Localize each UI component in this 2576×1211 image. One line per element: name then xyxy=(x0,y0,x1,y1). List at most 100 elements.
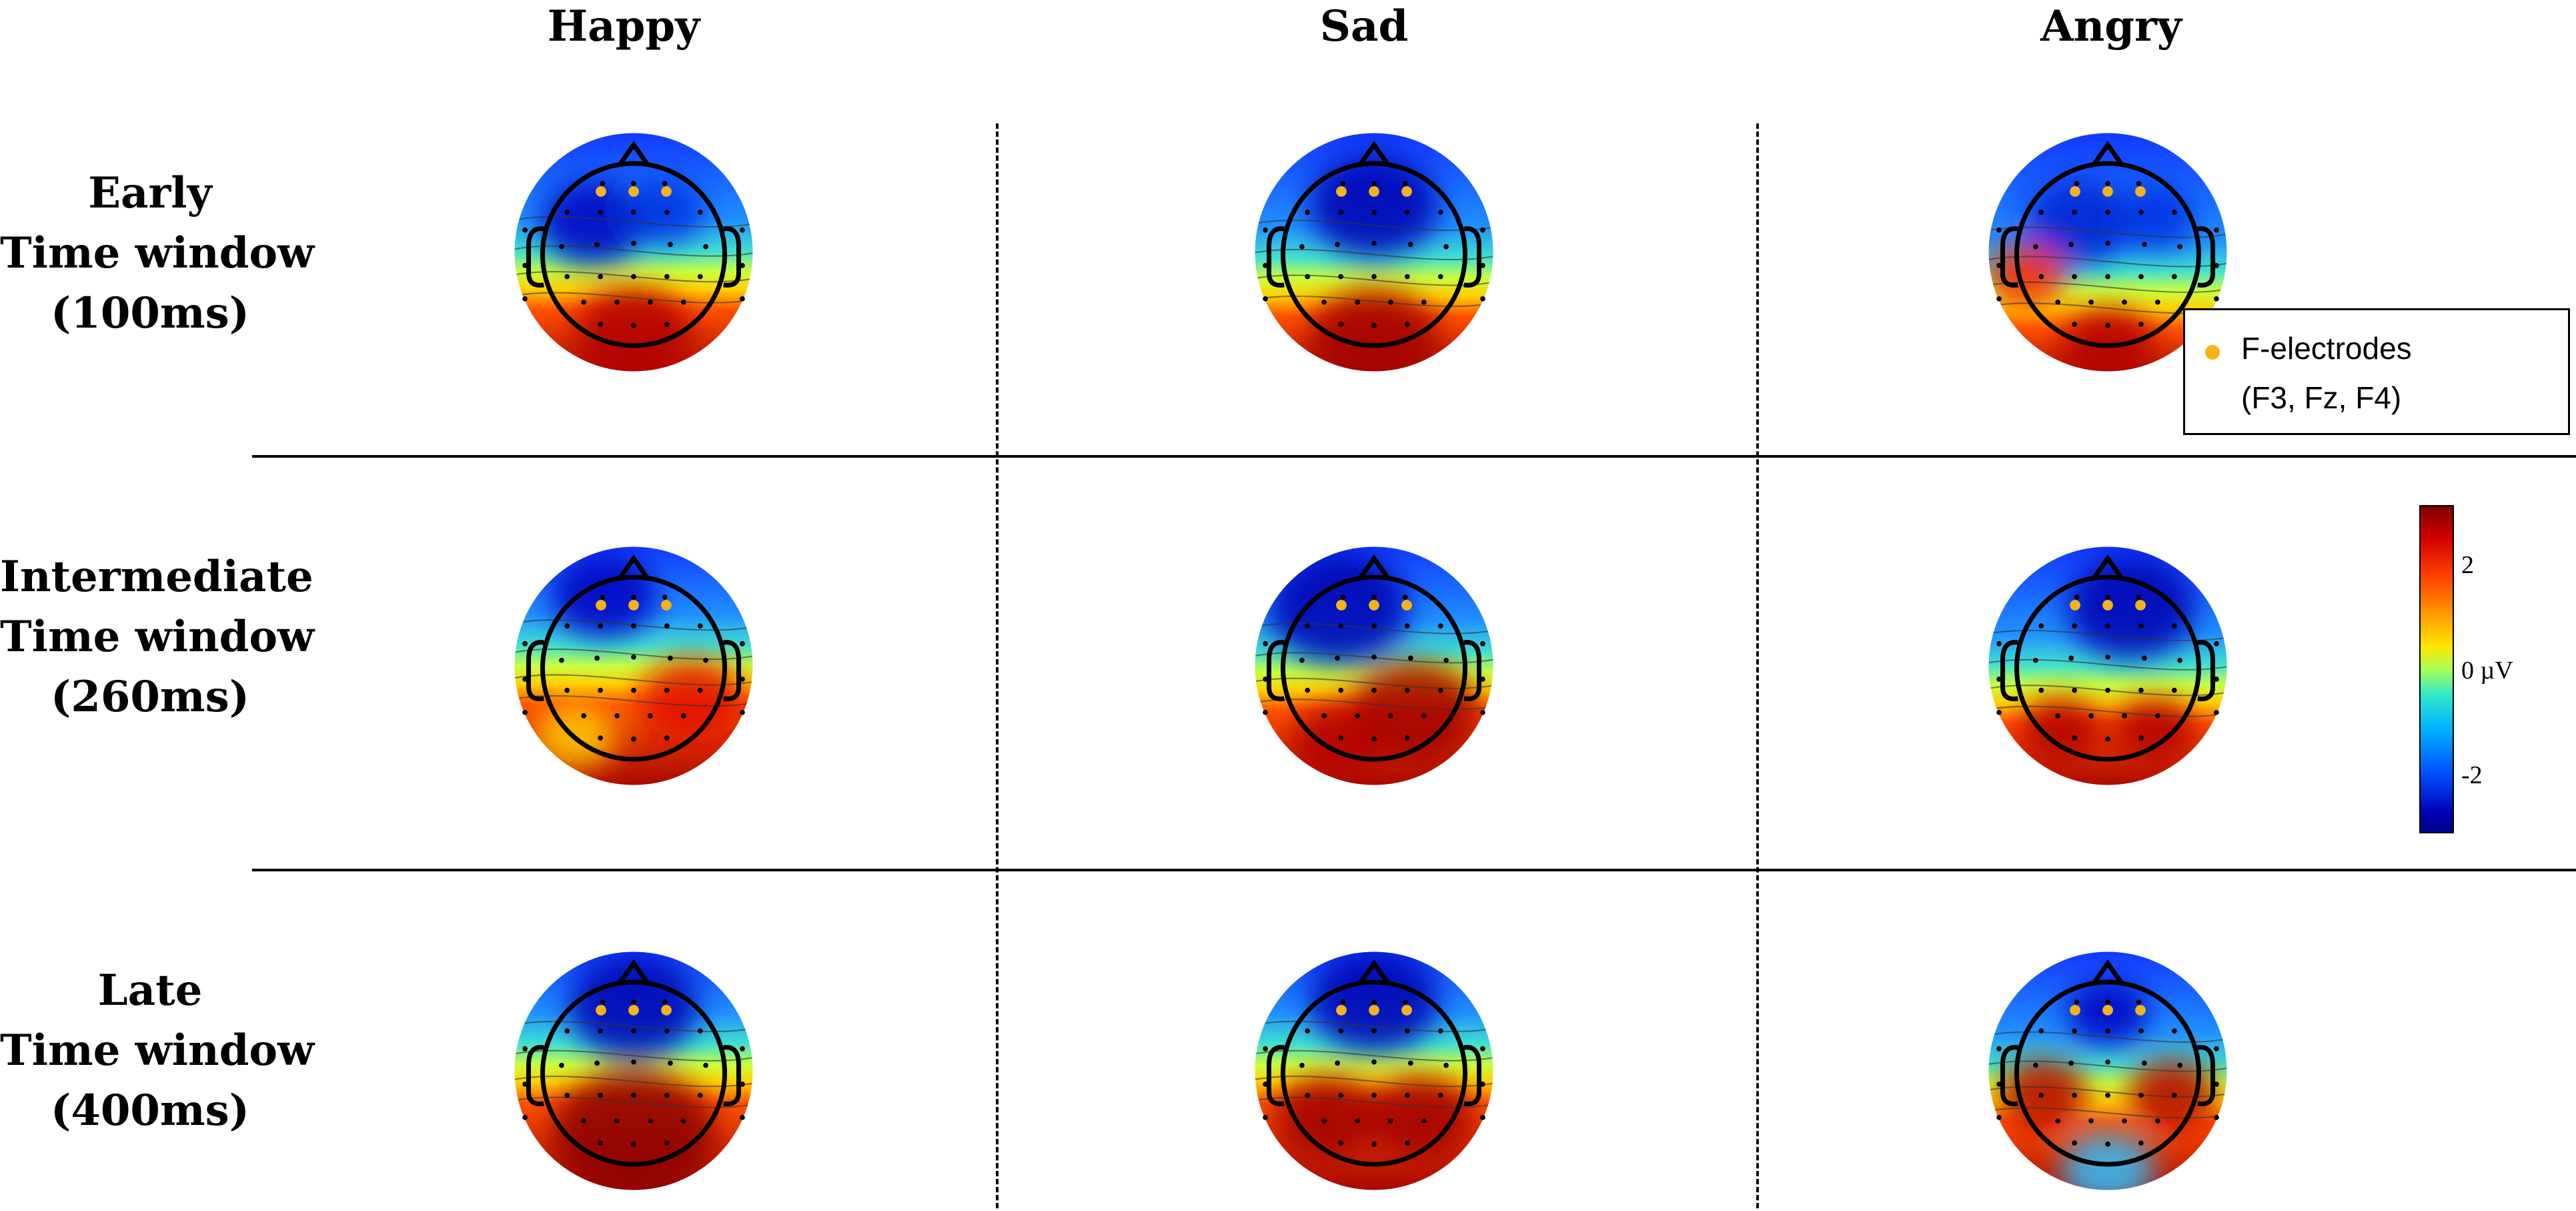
topomap-angry-2 xyxy=(1988,951,2227,1190)
legend: F-electrodes (F3, Fz, F4) xyxy=(2183,308,2570,435)
electrode-dot xyxy=(740,1046,745,1052)
electrode-dot xyxy=(522,263,528,268)
electrode-dot xyxy=(662,999,668,1005)
electrode-dot xyxy=(2214,227,2219,233)
electrode-dot xyxy=(1437,1092,1443,1098)
electrode-dot xyxy=(2138,322,2144,327)
electrode-dot xyxy=(559,657,564,663)
f-electrode-dot xyxy=(2070,600,2080,611)
electrode-dot xyxy=(2105,623,2110,629)
electrode-dot xyxy=(1405,1092,1410,1098)
electrode-dot xyxy=(598,1028,603,1034)
f-electrode-dot xyxy=(2135,600,2146,611)
electrode-dot xyxy=(2138,735,2144,741)
electrode-dot xyxy=(2136,181,2142,186)
electrode-dot xyxy=(1996,263,2002,268)
electrode-dot xyxy=(2154,1118,2160,1124)
electrode-dot xyxy=(1371,240,1377,246)
electrode-dot xyxy=(697,687,703,693)
column-divider xyxy=(1756,123,1759,1208)
electrode-dot xyxy=(631,736,636,742)
electrode-dot xyxy=(1305,1092,1311,1098)
electrode-dot xyxy=(594,242,600,248)
electrode-dot xyxy=(1996,1114,2002,1120)
f-electrode-dot xyxy=(661,1005,672,1016)
row-label-late: Late Time window (400ms) xyxy=(0,961,315,1141)
legend-marker-icon xyxy=(2205,345,2220,360)
electrode-dot xyxy=(594,655,600,661)
electrode-dot xyxy=(1263,1046,1268,1052)
electrode-dot xyxy=(664,623,670,629)
electrode-dot xyxy=(2038,1092,2044,1098)
electrode-dot xyxy=(2072,623,2077,629)
electrode-dot xyxy=(600,181,606,186)
electrode-dot xyxy=(1405,274,1410,280)
electrode-dot xyxy=(631,1059,636,1065)
electrode-dot xyxy=(740,1082,745,1087)
electrode-dot xyxy=(2214,641,2219,647)
row-divider xyxy=(252,869,2576,871)
electrode-dot xyxy=(564,1092,570,1098)
electrode-dot xyxy=(2068,242,2074,248)
electrode-dot xyxy=(1338,274,1343,280)
electrode-dot xyxy=(2138,687,2144,693)
electrode-dot xyxy=(2033,1062,2038,1068)
electrode-dot xyxy=(2138,1092,2144,1098)
column-divider xyxy=(996,123,999,1208)
electrode-dot xyxy=(600,999,606,1005)
electrode-dot xyxy=(581,1118,587,1124)
f-electrode-dot xyxy=(661,600,672,611)
electrode-dot xyxy=(740,641,745,647)
electrode-dot xyxy=(559,244,564,250)
electrode-dot xyxy=(2177,244,2182,250)
f-electrode-dot xyxy=(628,600,639,611)
electrode-dot xyxy=(2038,210,2044,215)
electrode-dot xyxy=(2177,657,2182,663)
electrode-dot xyxy=(1335,1060,1340,1066)
electrode-dot xyxy=(598,322,603,327)
electrode-dot xyxy=(1480,1114,1485,1120)
electrode-dot xyxy=(697,274,703,280)
electrode-dot xyxy=(631,687,636,693)
electrode-dot xyxy=(1371,654,1377,660)
electrode-dot xyxy=(1263,641,1268,647)
f-electrode-dot xyxy=(1369,186,1379,197)
electrode-dot xyxy=(2171,274,2177,280)
electrode-dot xyxy=(1996,296,2002,302)
row-label-line: (260ms) xyxy=(51,672,249,722)
f-electrode-dot xyxy=(1401,600,1412,611)
electrode-dot xyxy=(1996,709,2002,715)
electrode-dot xyxy=(559,1062,564,1068)
electrode-dot xyxy=(581,299,587,305)
electrode-dot xyxy=(564,1028,570,1034)
electrode-dot xyxy=(1338,1028,1343,1034)
electrode-dot xyxy=(1371,322,1377,328)
electrode-dot xyxy=(1371,736,1377,742)
row-label-line: (400ms) xyxy=(51,1086,249,1136)
topomap-happy-1 xyxy=(514,546,753,785)
electrode-dot xyxy=(2136,594,2142,600)
electrode-dot xyxy=(2122,713,2127,719)
topomap-happy-0 xyxy=(514,133,753,372)
electrode-dot xyxy=(522,641,528,647)
electrode-dot xyxy=(1405,1140,1410,1146)
electrode-dot xyxy=(680,1118,686,1124)
electrode-dot xyxy=(2088,1118,2094,1124)
f-electrode-dot xyxy=(1369,1005,1379,1016)
electrode-dot xyxy=(1335,242,1340,248)
electrode-dot xyxy=(1338,687,1343,693)
f-electrode-dot xyxy=(1401,1005,1412,1016)
electrode-dot xyxy=(1437,274,1443,280)
electrode-dot xyxy=(631,181,636,186)
electrode-dot xyxy=(664,274,670,280)
electrode-dot xyxy=(2214,1046,2219,1052)
electrode-dot xyxy=(2105,1059,2110,1065)
electrode-dot xyxy=(1405,687,1410,693)
electrode-dot xyxy=(2105,654,2110,660)
row-label-line: Time window xyxy=(0,1026,315,1076)
electrode-dot xyxy=(631,210,636,215)
electrode-dot xyxy=(598,210,603,215)
topomap-sad-1 xyxy=(1255,546,1493,785)
electrode-dot xyxy=(1263,1082,1268,1087)
electrode-dot xyxy=(1443,1062,1449,1068)
